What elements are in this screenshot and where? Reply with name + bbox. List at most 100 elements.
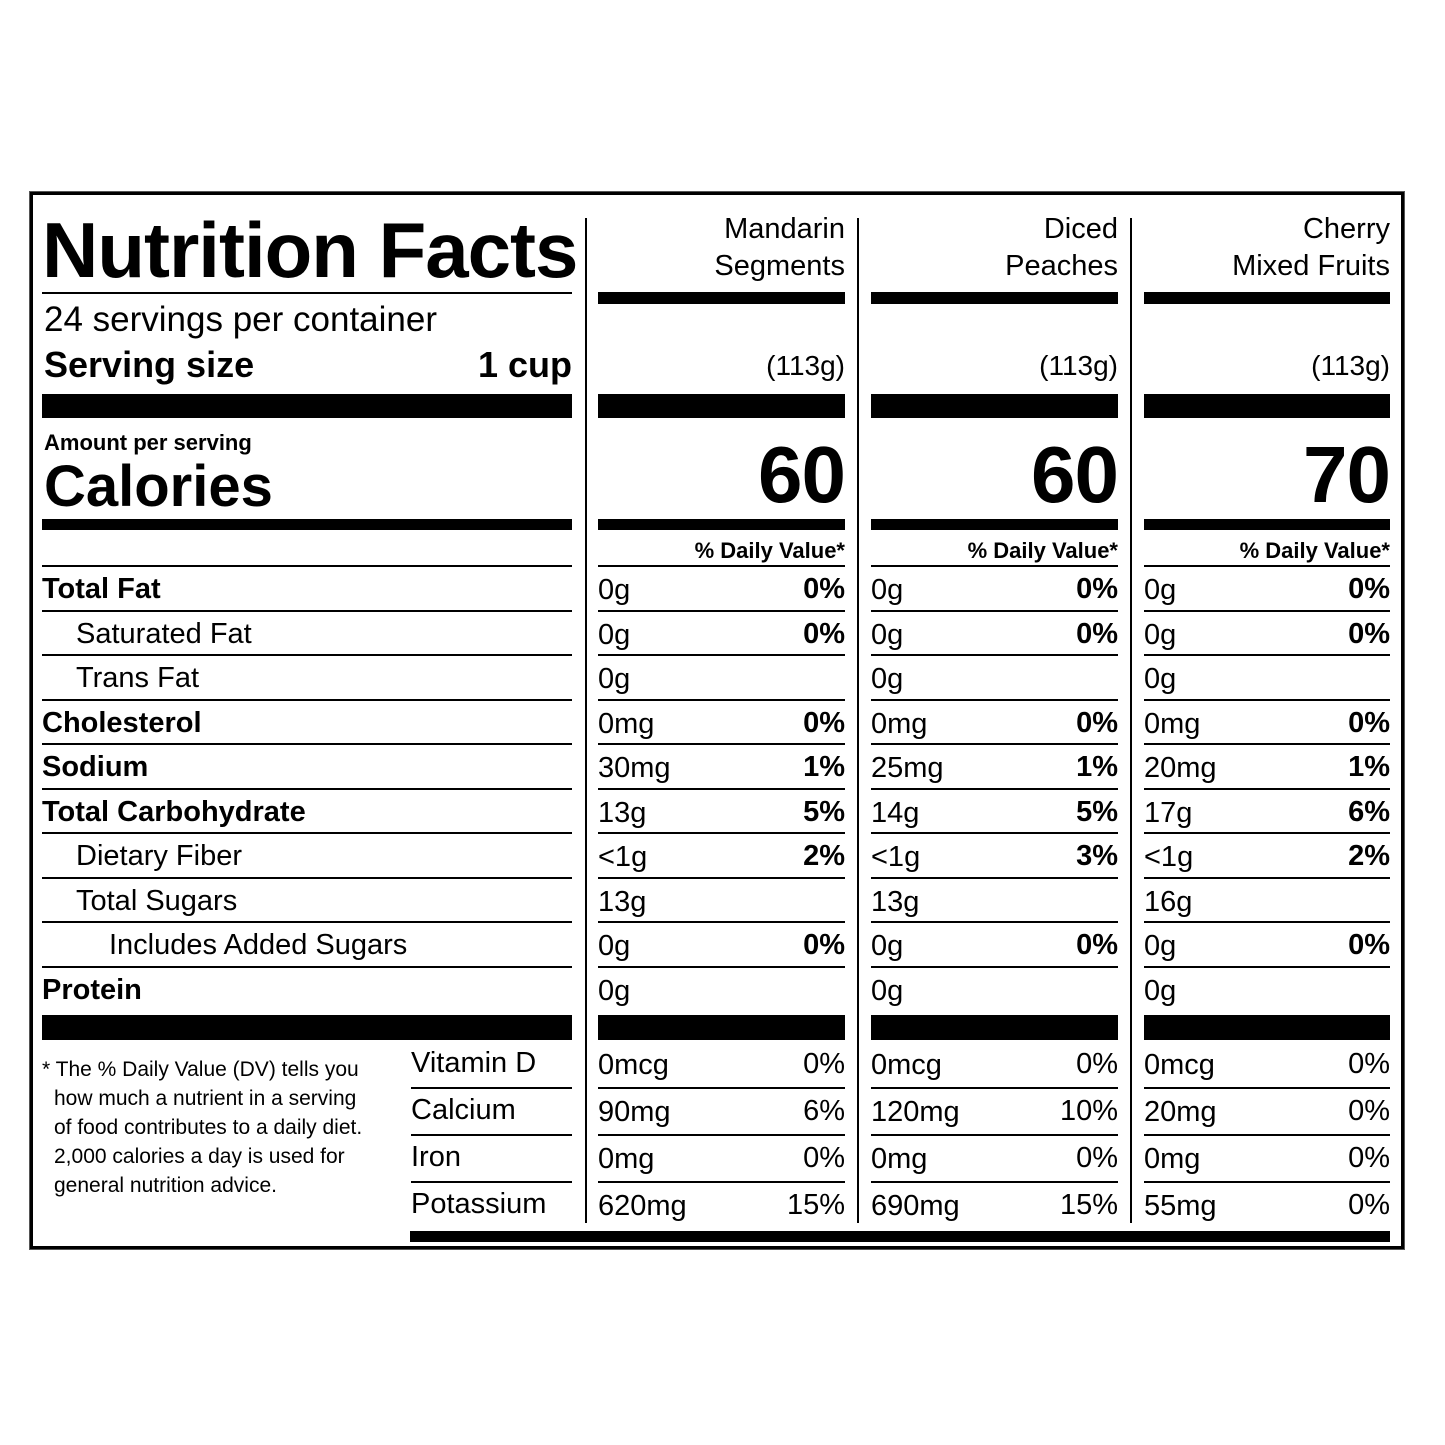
nutrient-daily-value: 5%: [803, 795, 845, 828]
vitamin-amount: 120mg: [871, 1096, 960, 1128]
row-divider: [411, 1181, 572, 1183]
row-divider: [871, 787, 1118, 790]
row-divider: [871, 965, 1118, 968]
nutrient-label: Trans Fat: [76, 662, 200, 694]
nutrient-amount: <1g: [1144, 841, 1194, 873]
nutrient-amount: 0g: [1144, 574, 1177, 606]
calories-bar: [42, 519, 572, 530]
row-divider: [1144, 698, 1390, 701]
row-divider: [871, 698, 1118, 701]
nutrient-amount: 0g: [871, 930, 904, 962]
product-serving-grams: (113g): [1311, 350, 1390, 381]
nutrient-daily-value: 6%: [1348, 795, 1390, 828]
footnote-line: of food contributes to a daily diet.: [54, 1116, 363, 1139]
product-calories: 70: [1303, 430, 1391, 519]
vitamin-amount: 90mg: [598, 1096, 671, 1128]
vitamin-daily-value: 0%: [1348, 1048, 1390, 1080]
footnote-line: how much a nutrient in a serving: [54, 1087, 357, 1110]
vitamin-daily-value: 0%: [803, 1142, 845, 1174]
vitamin-daily-value: 0%: [1348, 1095, 1390, 1127]
daily-value-header: % Daily Value*: [694, 538, 845, 563]
vitamin-amount: 0mcg: [1144, 1049, 1215, 1081]
nutrition-label: [30, 192, 1404, 1249]
product-name-line1: Cherry: [1302, 213, 1390, 245]
row-divider: [598, 698, 845, 701]
row-divider: [411, 1087, 572, 1089]
row-divider: [598, 654, 845, 656]
row-divider: [42, 787, 572, 790]
footnote-line: general nutrition advice.: [54, 1174, 277, 1197]
nutrient-label: Total Fat: [42, 573, 161, 605]
vitamin-daily-value: 15%: [1059, 1189, 1118, 1221]
nutrient-daily-value: 1%: [1076, 751, 1118, 783]
vitamin-daily-value: 10%: [1059, 1095, 1118, 1127]
row-divider: [42, 965, 572, 968]
nutrient-amount: 13g: [598, 885, 647, 918]
row-divider: [1144, 654, 1390, 656]
vitamin-daily-value: 0%: [803, 1048, 845, 1080]
nutrient-daily-value: 0%: [1348, 706, 1390, 739]
row-divider: [42, 832, 572, 834]
row-divider: [598, 921, 845, 923]
row-divider: [42, 654, 572, 656]
vitamins-thick-bar: [42, 1015, 572, 1040]
product-name-line2: Segments: [714, 250, 845, 282]
nutrient-label: Cholesterol: [42, 706, 202, 739]
row-divider: [871, 921, 1118, 923]
vitamin-daily-value: 0%: [1076, 1142, 1118, 1174]
nutrient-daily-value: 1%: [1348, 751, 1390, 783]
nutrient-amount: 13g: [598, 796, 647, 829]
nutrient-daily-value: 0%: [803, 573, 845, 605]
nutrient-label: Sodium: [42, 751, 149, 783]
row-divider: [871, 565, 1118, 567]
nutrient-amount: 0g: [1144, 930, 1177, 962]
product-serving-grams: (113g): [766, 350, 845, 381]
column-divider: [857, 218, 859, 1223]
nutrient-label: Saturated Fat: [76, 617, 252, 650]
nutrient-amount: 17g: [1144, 796, 1193, 829]
nutrient-amount: 0g: [1144, 663, 1177, 695]
nutrient-daily-value: 0%: [1076, 929, 1118, 961]
calories-label: Calories: [44, 454, 273, 519]
nutrient-amount: 0g: [598, 663, 631, 695]
footnote-line: * The % Daily Value (DV) tells you: [42, 1058, 359, 1081]
row-divider: [598, 832, 845, 834]
nutrient-amount: 13g: [871, 885, 920, 918]
nutrient-amount: 0g: [598, 974, 631, 1007]
row-divider: [598, 965, 845, 968]
row-divider: [871, 609, 1118, 612]
product-name-line1: Mandarin: [724, 213, 845, 245]
nutrient-amount: 30mg: [598, 752, 671, 784]
vitamins-thick-bar: [1144, 1015, 1390, 1040]
product-calories: 60: [1031, 430, 1119, 519]
serving-size-value: 1 cup: [477, 344, 572, 385]
nutrient-daily-value: 0%: [803, 617, 845, 650]
row-divider: [1144, 1181, 1390, 1183]
vitamin-amount: 55mg: [1144, 1190, 1217, 1222]
nutrient-amount: 0mg: [1144, 707, 1201, 740]
footnote-line: 2,000 calories a day is used for: [54, 1145, 345, 1168]
vitamin-amount: 0mcg: [871, 1049, 942, 1081]
nutrient-daily-value: 0%: [1348, 929, 1390, 961]
nutrient-daily-value: 3%: [1076, 840, 1118, 872]
row-divider: [42, 609, 572, 612]
nutrient-daily-value: 5%: [1076, 795, 1118, 828]
column-divider: [1130, 218, 1132, 1223]
nutrient-daily-value: 0%: [1076, 573, 1118, 605]
nutrient-amount: 0g: [1144, 618, 1177, 651]
product-header-bar: [598, 292, 845, 304]
nutrient-amount: 14g: [871, 796, 920, 829]
product-calories-bar: [598, 519, 845, 530]
vitamin-label: Iron: [411, 1141, 461, 1173]
nutrient-amount: 0g: [1144, 974, 1177, 1007]
product-header-bar: [871, 292, 1118, 304]
nutrient-label: Dietary Fiber: [76, 840, 242, 872]
title-divider: [42, 292, 572, 294]
product-serving-bar: [871, 394, 1118, 418]
row-divider: [42, 743, 572, 745]
nutrient-amount: <1g: [871, 841, 921, 873]
nutrient-amount: <1g: [598, 841, 648, 873]
row-divider: [871, 1181, 1118, 1183]
row-divider: [871, 1087, 1118, 1089]
row-divider: [598, 565, 845, 567]
